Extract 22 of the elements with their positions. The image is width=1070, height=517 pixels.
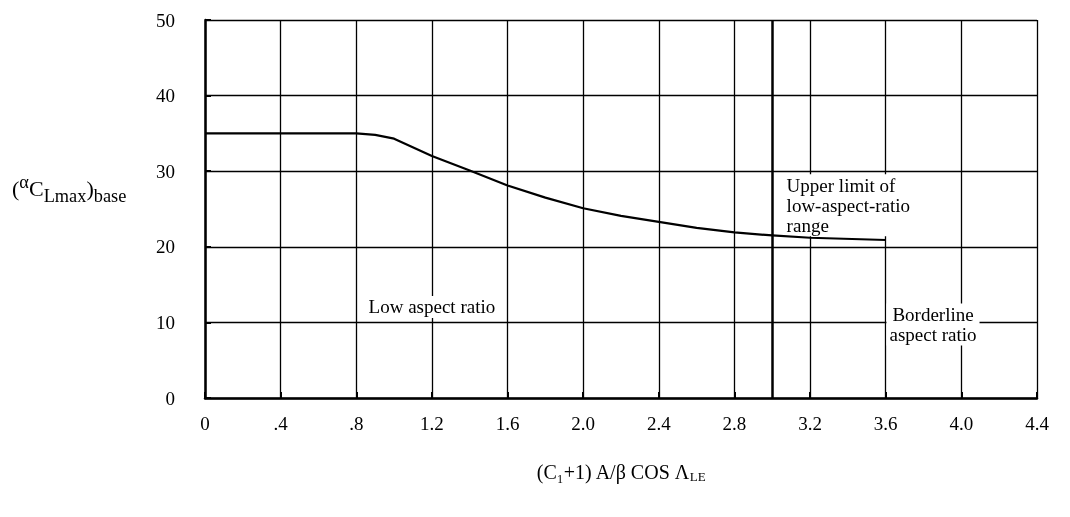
x-tick-label: 3.2 bbox=[798, 413, 822, 434]
y-tick-label: 50 bbox=[156, 9, 175, 31]
y-tick-label: 40 bbox=[156, 85, 175, 107]
y-axis-title: ($^{α}$C$_{Lmax}$)$_{base}$ bbox=[12, 172, 127, 207]
x-tick-label: 0 bbox=[200, 413, 210, 434]
x-tick-label: 1.2 bbox=[420, 413, 444, 434]
annotation: Upper limit of low-aspect-ratio range bbox=[786, 174, 911, 236]
x-tick-label: 1.6 bbox=[495, 413, 520, 434]
x-tick-label: 4.4 bbox=[1025, 413, 1050, 434]
x-tick-label: .8 bbox=[349, 413, 364, 434]
x-tick-label: 2.0 bbox=[571, 413, 596, 434]
x-tick-label: 3.6 bbox=[873, 413, 898, 434]
x-tick-label: 2.8 bbox=[722, 413, 747, 434]
y-tick-label: 20 bbox=[156, 236, 175, 258]
x-tick-label: 4.0 bbox=[949, 413, 974, 434]
x-tick-label: 2.4 bbox=[646, 413, 672, 434]
x-tick-label: .4 bbox=[273, 413, 289, 434]
annotation: Low aspect ratio bbox=[368, 296, 496, 318]
y-tick-label: 10 bbox=[156, 311, 175, 333]
annotation: Borderline aspect ratio bbox=[889, 304, 977, 345]
y-tick-label: 0 bbox=[165, 387, 175, 409]
y-tick-label: 30 bbox=[156, 160, 175, 182]
